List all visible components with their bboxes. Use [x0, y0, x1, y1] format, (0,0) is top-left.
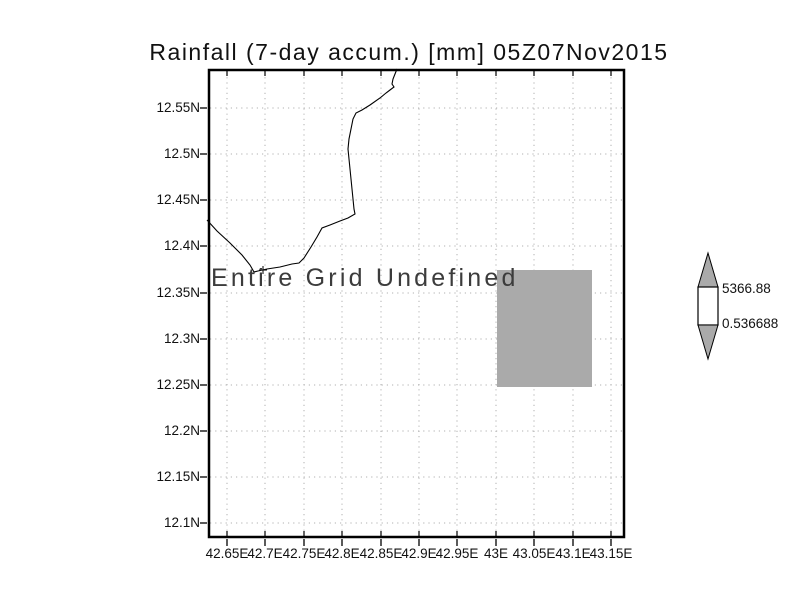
lon-tick-label: 43E [483, 546, 509, 561]
lat-tick-label: 12.25N [156, 377, 200, 392]
undefined-grid-annotation: Entire Grid Undefined [211, 264, 519, 292]
coastline [206, 68, 398, 273]
plot-title: Rainfall (7-day accum.) [mm] 05Z07Nov201… [149, 39, 669, 65]
lat-tick-label: 12.15N [156, 469, 200, 484]
lat-tick-label: 12.4N [163, 238, 200, 253]
lat-tick-label: 12.1N [163, 515, 200, 530]
colorbar-min-label: 0.536688 [722, 316, 779, 331]
lon-tick-label: 42.75E [282, 546, 326, 561]
lat-tick-label: 12.45N [156, 192, 200, 207]
colorbar-upper-arrow [697, 251, 719, 288]
lon-tick-label: 42.9E [401, 546, 437, 561]
colorbar-max-label: 5366.88 [722, 281, 771, 296]
lat-tick-label: 12.35N [156, 285, 200, 300]
outside-ticks [200, 107, 612, 546]
lat-tick-label: 12.5N [163, 146, 200, 161]
lon-tick-label: 42.8E [324, 546, 360, 561]
colorbar-body [697, 286, 719, 326]
lon-tick-label: 42.7E [247, 546, 283, 561]
lat-tick-label: 12.2N [163, 423, 200, 438]
colorbar-lower-arrow [697, 324, 719, 361]
lon-tick-label: 42.95E [435, 546, 479, 561]
lat-tick-label: 12.55N [156, 100, 200, 115]
lat-tick-label: 12.3N [163, 331, 200, 346]
lon-tick-label: 43.1E [555, 546, 591, 561]
plot-frame [207, 68, 626, 539]
undefined-region [497, 270, 592, 387]
lon-tick-label: 42.85E [359, 546, 403, 561]
colorbar [697, 251, 719, 361]
lon-tick-label: 43.05E [512, 546, 556, 561]
lon-tick-label: 42.65E [205, 546, 249, 561]
small-island-marker [259, 266, 267, 274]
lon-tick-label: 43.15E [589, 546, 633, 561]
inside-ticks [226, 71, 612, 536]
